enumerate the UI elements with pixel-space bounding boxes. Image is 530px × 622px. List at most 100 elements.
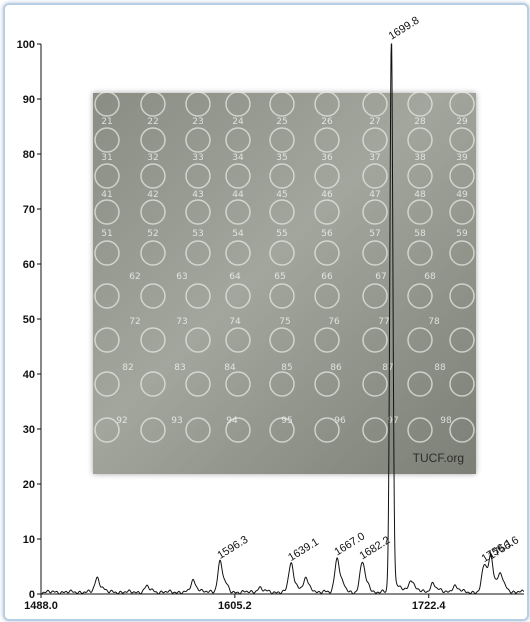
plate-well-label: 29 [456, 117, 468, 127]
plate-well-label: 41 [101, 190, 112, 200]
plate-well-label: 87 [382, 363, 393, 373]
plate-well-circle [314, 240, 340, 266]
plate-well-circle [140, 240, 166, 266]
plate-well-label: 76 [328, 317, 340, 327]
plate-well-label: 82 [122, 363, 133, 373]
plate-well-label: 93 [171, 416, 182, 426]
plate-well-label: 51 [101, 229, 112, 239]
plate-well-label: 21 [101, 117, 112, 127]
plate-well-circle [407, 417, 433, 443]
plate-well-label: 67 [375, 272, 386, 282]
plate-well-circle [185, 91, 211, 117]
x-tick-label: 1488.0 [24, 600, 58, 612]
plate-well-circle [225, 199, 251, 225]
plate-well-label: 58 [414, 229, 426, 239]
plate-well-circle [269, 417, 295, 443]
plate-well-circle [185, 240, 211, 266]
plate-well-circle [140, 163, 166, 189]
plate-well-label: 83 [174, 363, 185, 373]
photo-watermark: TUCF.org [413, 451, 464, 465]
plate-well-circle [314, 283, 340, 309]
plate-well-label: 84 [224, 363, 236, 373]
plate-well-label: 66 [321, 272, 333, 282]
plate-well-circle [140, 327, 166, 353]
plate-well-label: 88 [434, 363, 446, 373]
plate-well-label: 43 [192, 190, 203, 200]
plate-well-circle [140, 91, 166, 117]
plate-well-circle [362, 283, 388, 309]
plate-well-label: 49 [456, 190, 468, 200]
plate-well-circle [269, 127, 295, 153]
plate-well-label: 56 [321, 229, 333, 239]
plate-well-label: 33 [192, 153, 203, 163]
plate-well-label: 55 [276, 229, 287, 239]
plate-well-label: 54 [232, 229, 244, 239]
plate-well-label: 59 [456, 229, 468, 239]
plate-well-circle [362, 127, 388, 153]
plate-well-circle [407, 283, 433, 309]
plate-well-circle [225, 240, 251, 266]
plate-well-circle [449, 127, 475, 153]
plate-well-circle [362, 371, 388, 397]
plate-well-circle [94, 417, 120, 443]
plate-well-label: 73 [176, 317, 187, 327]
plate-well-label: 92 [116, 416, 127, 426]
plate-well-circle [185, 163, 211, 189]
plate-well-label: 22 [147, 117, 158, 127]
peak-label: 1596.3 [215, 534, 250, 562]
plate-well-circle [314, 327, 340, 353]
plate-well-circle [225, 91, 251, 117]
x-tick-label: 1722.4 [412, 600, 447, 612]
plate-well-circle [314, 417, 340, 443]
plate-well-label: 45 [276, 190, 287, 200]
plate-well-circle [362, 91, 388, 117]
plate-well-label: 52 [147, 229, 158, 239]
plate-well-circle [449, 199, 475, 225]
plate-well-circle [185, 199, 211, 225]
plate-well-circle [314, 371, 340, 397]
plate-well-circle [449, 240, 475, 266]
axes: 0 10 20 30 40 50 60 70 80 90 100 1488.0 1605.2 1722.… [17, 39, 524, 612]
plate-well-circle [314, 91, 340, 117]
plate-well-circle [407, 199, 433, 225]
plate-well-circle [94, 163, 120, 189]
plate-well-label: 42 [147, 190, 158, 200]
plate-well-circle [449, 163, 475, 189]
plate-well-circle [362, 327, 388, 353]
plate-well-label: 98 [440, 416, 452, 426]
y-tick-label: 50 [23, 314, 35, 326]
plate-well-circle [185, 283, 211, 309]
plate-well-label: 74 [229, 317, 241, 327]
y-tick-label: 30 [23, 424, 35, 436]
plate-well-circle [449, 91, 475, 117]
plate-well-circle [140, 417, 166, 443]
plate-well-label: 28 [414, 117, 426, 127]
y-tick-label: 80 [23, 149, 35, 161]
plate-well-circle [140, 283, 166, 309]
plate-well-label: 62 [129, 272, 140, 282]
plate-well-circle [94, 327, 120, 353]
plate-well-circle [362, 199, 388, 225]
plate-well-circle [449, 283, 475, 309]
plate-well-circle [185, 371, 211, 397]
plate-well-label: 75 [279, 317, 290, 327]
plate-well-label: 46 [321, 190, 333, 200]
plate-well-circle [94, 283, 120, 309]
plate-well-circle [269, 240, 295, 266]
plate-well-circle [94, 371, 120, 397]
plate-well-circle [407, 240, 433, 266]
plate-well-circle [269, 283, 295, 309]
plate-well-label: 95 [281, 416, 292, 426]
plate-well-circle [269, 199, 295, 225]
plate-well-label: 77 [378, 317, 389, 327]
plate-well-label: 25 [276, 117, 287, 127]
plate-well-circle [140, 371, 166, 397]
plate-well-circle [449, 371, 475, 397]
plate-well-label: 86 [330, 363, 342, 373]
y-tick-label: 90 [23, 94, 35, 106]
y-tick-label: 60 [23, 259, 35, 271]
plate-well-label: 96 [334, 416, 346, 426]
y-tick-label: 20 [23, 479, 35, 491]
plate-well-circle [269, 371, 295, 397]
